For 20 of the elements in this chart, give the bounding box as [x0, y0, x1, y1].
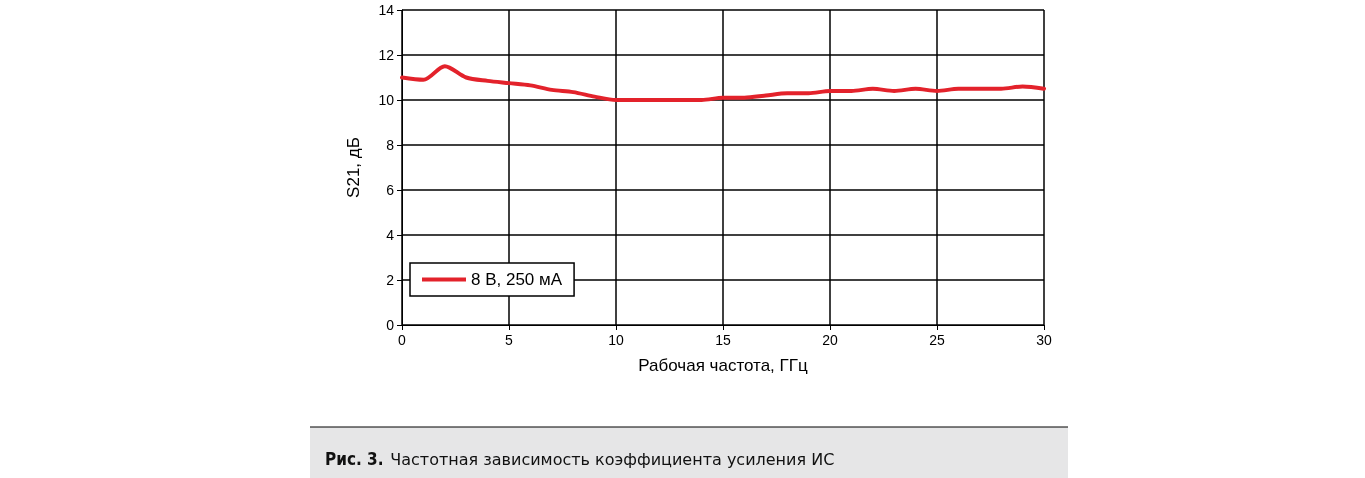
line-series [400, 64, 1046, 102]
legend-label: 8 В, 250 мА [471, 270, 563, 289]
x-tick-label: 10 [608, 332, 624, 348]
x-tick-label: 5 [505, 332, 514, 348]
y-tick-label: 2 [386, 272, 395, 288]
x-axis-title: Рабочая частота, ГГц [638, 356, 808, 375]
y-tick-label: 8 [386, 137, 395, 153]
y-axis-title: S21, дБ [344, 137, 363, 198]
x-tick-label: 15 [715, 332, 731, 348]
text: Рис. 3. Частотная зависимость коэффициента усиления ИС [325, 449, 835, 469]
y-tick-label: 0 [386, 317, 395, 333]
y-tick-label: 6 [386, 182, 395, 198]
x-tick-label: 20 [822, 332, 838, 348]
y-tick-label: 12 [378, 47, 395, 63]
x-tick-label: 25 [929, 332, 945, 348]
x-tick-label: 0 [398, 332, 407, 348]
x-tick-label: 30 [1036, 332, 1052, 348]
y-tick-label: 14 [378, 2, 395, 18]
y-tick-label: 4 [386, 227, 395, 243]
y-tick-label: 10 [378, 92, 395, 108]
